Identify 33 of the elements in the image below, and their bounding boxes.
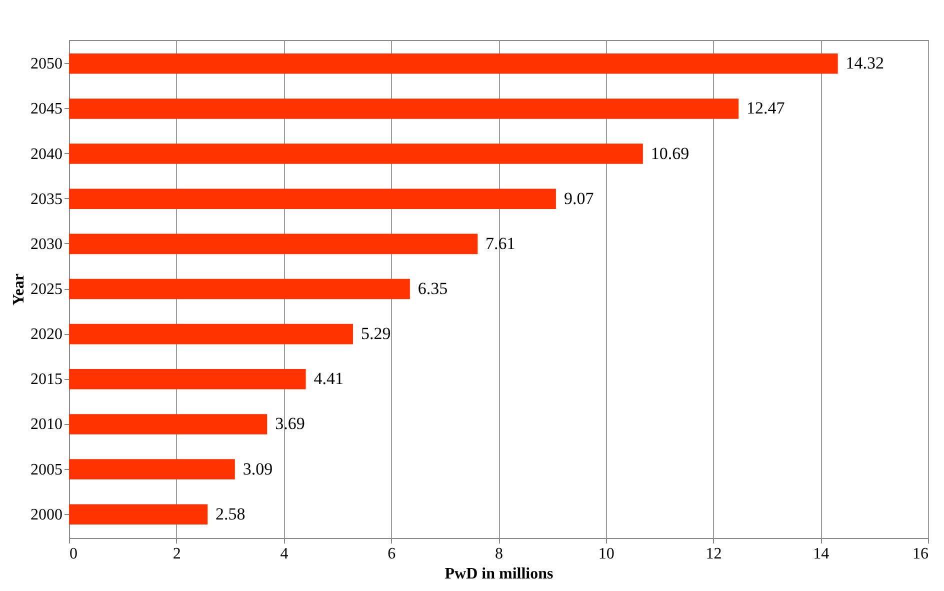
x-tick-label: 6 xyxy=(388,546,396,562)
y-tick-label: 2020 xyxy=(30,326,62,344)
data-label: 2.58 xyxy=(216,504,246,524)
data-label: 12.47 xyxy=(746,98,786,118)
x-tick-label: 10 xyxy=(598,546,614,562)
y-tick-label: 2000 xyxy=(30,506,62,524)
data-label: 6.35 xyxy=(418,279,448,298)
data-label: 14.32 xyxy=(846,54,884,73)
x-tick-label: 12 xyxy=(706,546,722,562)
y-tick-label: 2010 xyxy=(30,416,62,434)
data-label: 4.41 xyxy=(314,369,344,388)
x-tick-label: 4 xyxy=(280,546,288,562)
x-axis-title: PwD in millions xyxy=(444,566,554,582)
y-tick-label: 2040 xyxy=(30,146,62,163)
y-tick-label: 2045 xyxy=(30,100,62,118)
y-tick-label: 2050 xyxy=(30,56,62,73)
x-tick-label: 14 xyxy=(813,546,830,562)
x-tick-label: 8 xyxy=(495,546,503,562)
data-label: 5.29 xyxy=(361,324,391,344)
x-tick-label: 16 xyxy=(912,546,928,562)
data-label: 3.09 xyxy=(242,459,273,478)
y-tick-label: 2025 xyxy=(30,281,62,298)
data-label: 9.07 xyxy=(564,188,594,208)
y-tick-label: 2030 xyxy=(30,236,62,253)
data-label: 3.69 xyxy=(275,414,305,434)
y-tick-label: 2005 xyxy=(30,461,62,478)
y-axis-title: Year xyxy=(10,274,28,306)
x-tick-label: 2 xyxy=(172,546,181,562)
y-tick-label: 2035 xyxy=(30,190,62,208)
data-label: 7.61 xyxy=(486,234,516,253)
x-tick-label: 0 xyxy=(70,546,78,562)
data-label: 10.69 xyxy=(650,144,690,163)
y-tick-label: 2015 xyxy=(30,371,62,388)
